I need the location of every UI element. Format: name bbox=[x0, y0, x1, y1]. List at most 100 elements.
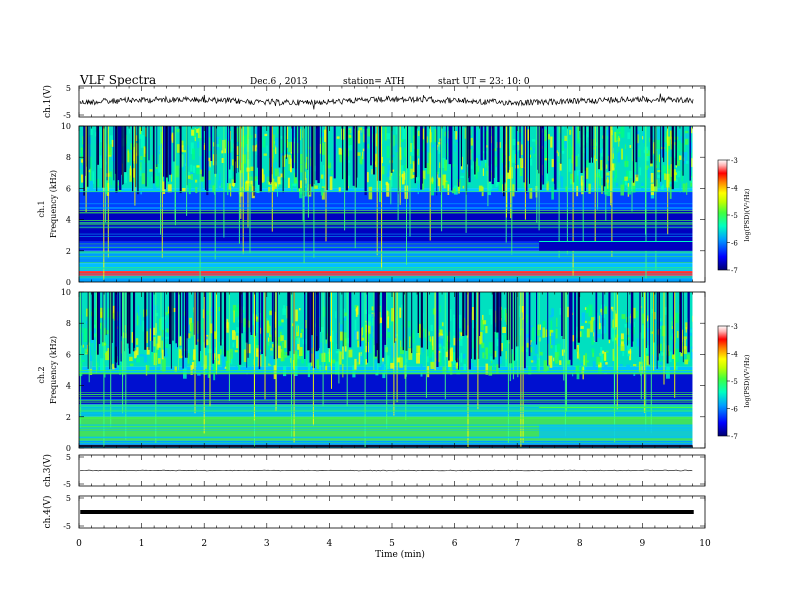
ch1-spec-texture bbox=[443, 174, 447, 182]
ch2-spec-texture bbox=[399, 346, 404, 355]
ch2-spec-texture bbox=[680, 349, 684, 357]
ch1-spec-texture bbox=[498, 179, 503, 191]
ch1-spec-texture bbox=[516, 144, 519, 152]
ch2-spec-texture bbox=[551, 308, 554, 317]
ch2-spec-sferic bbox=[160, 292, 162, 371]
ch2-spec-streak bbox=[212, 292, 215, 364]
ch3-wave-trace bbox=[79, 469, 693, 472]
ch2-spec-texture bbox=[344, 312, 347, 316]
ch2-spec-sferic bbox=[122, 292, 124, 414]
ch2-spec-texture bbox=[201, 318, 203, 329]
ch1-spec-streak bbox=[164, 126, 166, 190]
ch1-spec-texture bbox=[445, 181, 449, 191]
ch1-spec-texture bbox=[251, 186, 255, 199]
ch1-spec-streak bbox=[584, 126, 586, 171]
ch2-spec-texture bbox=[439, 352, 442, 366]
ch1-spec-texture bbox=[294, 181, 297, 187]
ch1-spec-texture bbox=[200, 174, 204, 182]
ch2-spec-texture bbox=[443, 346, 445, 349]
ch1-spec-sferic bbox=[271, 126, 273, 232]
ch1-spec-streak bbox=[519, 126, 521, 159]
ch2-spec-texture bbox=[661, 352, 665, 356]
ch2-spec-streak bbox=[448, 292, 450, 361]
ch1-spec-texture bbox=[661, 184, 664, 190]
ch1-spec-texture bbox=[614, 169, 617, 179]
ch2-spec-streak bbox=[681, 292, 682, 353]
ch1-spec-texture bbox=[578, 171, 581, 185]
ch1-spec-texture bbox=[133, 147, 135, 161]
ch1-spec-texture bbox=[666, 131, 668, 141]
ch2-spec-texture bbox=[139, 354, 144, 357]
ch2-spec-texture bbox=[437, 343, 442, 348]
ch1-spec-texture bbox=[221, 158, 225, 163]
ch2-spec-sferic bbox=[645, 292, 647, 432]
ch2-spec-texture bbox=[439, 305, 441, 313]
ch2-spec-texture bbox=[399, 307, 402, 318]
ch1-spec-texture bbox=[427, 163, 431, 175]
ch1-spec-texture bbox=[275, 162, 277, 173]
ch1-spec-streak bbox=[83, 126, 85, 187]
ch1-spec-streak bbox=[239, 126, 241, 166]
ch2-spec-streak bbox=[656, 292, 658, 369]
ch2-spec-texture bbox=[409, 336, 411, 348]
ch2-spec-texture bbox=[197, 362, 201, 376]
ch2-spec-texture bbox=[432, 351, 434, 364]
ch2-spec-texture bbox=[553, 357, 555, 362]
ch1-spec-texture bbox=[659, 181, 663, 187]
ch2-spec-streak bbox=[169, 292, 172, 345]
ch1-spec-streak bbox=[201, 126, 204, 177]
ch2-spec-texture bbox=[324, 365, 328, 370]
ch1-spec-texture bbox=[379, 188, 381, 202]
ch2-spec-texture bbox=[446, 335, 450, 342]
ch1-spec-texture bbox=[666, 136, 670, 146]
ch2-spec-streak bbox=[595, 292, 598, 342]
ch2-spec-streak bbox=[513, 292, 516, 361]
ch1-spec-texture bbox=[658, 154, 660, 163]
ch2-spec-texture bbox=[296, 338, 300, 344]
ch2-spec-streak bbox=[377, 292, 380, 364]
ch2-spec-texture bbox=[355, 331, 359, 340]
ch1-spec-streak bbox=[326, 126, 328, 191]
ch2-spec-texture bbox=[633, 364, 637, 367]
ch2-spec-texture bbox=[140, 314, 142, 326]
ch2-spec-texture bbox=[448, 365, 452, 373]
ch1-spec-texture bbox=[562, 150, 565, 154]
ch1-spec-streak bbox=[364, 126, 367, 196]
ch2-spec-texture bbox=[474, 322, 478, 325]
ch2-spec-texture bbox=[174, 366, 177, 372]
ch2-spec-sferic bbox=[434, 292, 436, 371]
ch1-spec-texture bbox=[197, 141, 200, 148]
ch1-spec-texture bbox=[89, 128, 93, 135]
ch1-spec-texture bbox=[676, 152, 680, 161]
ch2-spec-texture bbox=[129, 363, 134, 367]
ch2-spec-texture bbox=[593, 316, 597, 320]
ch1-spec-texture bbox=[667, 178, 672, 182]
ch1-spec-texture bbox=[599, 147, 602, 153]
ch2-spec-streak bbox=[577, 292, 580, 343]
ch1-spec-texture bbox=[299, 180, 302, 193]
ch1-spec-streak bbox=[523, 126, 525, 183]
ch2-spec-streak bbox=[98, 292, 101, 344]
ch2-spec-texture bbox=[357, 340, 359, 348]
ch1-spec-streak bbox=[671, 126, 674, 190]
ch2-spec-texture bbox=[540, 327, 544, 336]
time-tick-label: 2 bbox=[201, 539, 207, 549]
ch1-spec-streak bbox=[315, 126, 318, 181]
ch1-spec-streak bbox=[503, 126, 505, 197]
ch2-spec-texture bbox=[356, 361, 360, 366]
ch2-spec-sferic bbox=[203, 292, 205, 434]
ch2-spec-streak bbox=[258, 292, 261, 370]
ch2-spec-texture bbox=[236, 335, 239, 349]
ch2-spec-sferic bbox=[507, 292, 509, 443]
ch1-spec-streak bbox=[480, 126, 483, 161]
ch2-spec-texture bbox=[123, 334, 127, 344]
ch1-spec-texture bbox=[349, 136, 353, 150]
ch2-spec-texture bbox=[294, 365, 298, 376]
ch2-spec-texture bbox=[628, 311, 630, 318]
ch2-spec-streak bbox=[311, 292, 314, 336]
station-label: station= ATH bbox=[343, 77, 405, 87]
ch2-spec-texture bbox=[496, 339, 499, 347]
ch1-spec-texture bbox=[171, 173, 173, 182]
ch1-spec-texture bbox=[486, 145, 488, 148]
ch1-spec-streak bbox=[137, 126, 139, 195]
